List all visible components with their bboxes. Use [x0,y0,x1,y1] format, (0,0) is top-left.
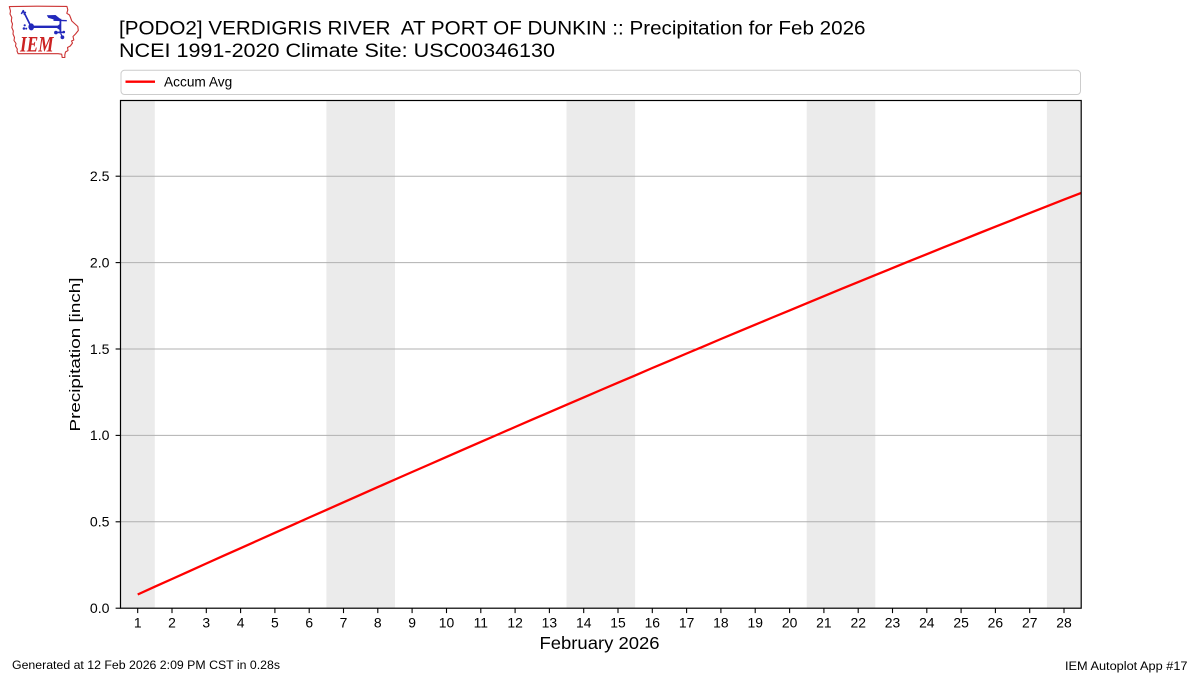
svg-text:22: 22 [850,615,866,631]
svg-text:5: 5 [271,615,279,631]
svg-text:NCEI 1991-2020 Climate Site: U: NCEI 1991-2020 Climate Site: USC00346130 [119,41,555,62]
svg-text:10: 10 [439,615,455,631]
svg-text:27: 27 [1022,615,1038,631]
svg-text:21: 21 [816,615,832,631]
svg-text:6: 6 [305,615,313,631]
svg-text:IEM: IEM [19,31,54,56]
svg-text:13: 13 [542,615,558,631]
svg-text:Accum Avg: Accum Avg [164,75,232,90]
svg-text:16: 16 [645,615,661,631]
svg-text:[PODO2] VERDIGRIS RIVER AT PO: [PODO2] VERDIGRIS RIVER AT PORT OF DUNKI… [119,18,866,39]
svg-text:20: 20 [782,615,798,631]
svg-text:14: 14 [576,615,592,631]
svg-text:1: 1 [134,615,142,631]
svg-text:25: 25 [953,615,969,631]
svg-text:19: 19 [747,615,763,631]
svg-text:4: 4 [237,615,245,631]
svg-text:17: 17 [679,615,695,631]
svg-text:28: 28 [1056,615,1072,631]
svg-text:15: 15 [610,615,626,631]
svg-text:0.5: 0.5 [90,514,110,530]
svg-text:Generated at 12 Feb 2026 2:09: Generated at 12 Feb 2026 2:09 PM CST in … [12,658,280,672]
svg-text:0.0: 0.0 [90,600,110,616]
svg-text:11: 11 [474,615,489,631]
svg-text:12: 12 [507,615,523,631]
svg-text:February 2026: February 2026 [540,633,660,653]
svg-text:1.0: 1.0 [90,427,110,443]
svg-text:Precipitation [inch]: Precipitation [inch] [67,278,84,432]
svg-text:8: 8 [374,615,382,631]
svg-text:2.0: 2.0 [90,254,110,270]
svg-text:2: 2 [168,615,176,631]
svg-text:3: 3 [202,615,210,631]
svg-text:24: 24 [919,615,935,631]
svg-text:1.5: 1.5 [90,341,110,357]
svg-text:18: 18 [713,615,729,631]
svg-text:23: 23 [885,615,901,631]
svg-text:26: 26 [988,615,1004,631]
svg-text:2.5: 2.5 [90,168,110,184]
svg-text:9: 9 [408,615,416,631]
svg-text:7: 7 [340,615,348,631]
svg-text:IEM Autoplot App #17: IEM Autoplot App #17 [1065,659,1188,673]
